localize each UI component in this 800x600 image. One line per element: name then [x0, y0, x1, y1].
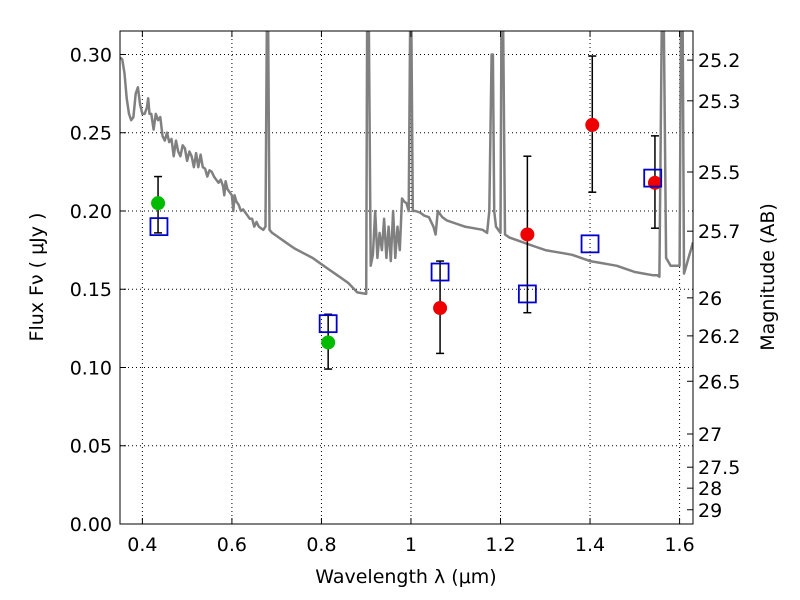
x-axis-label: Wavelength λ (μm) [315, 566, 496, 588]
model-flux-square [643, 168, 663, 188]
plot-area [120, 31, 693, 370]
x-tick-label: 1 [405, 534, 417, 556]
axis-ticks: 0.4 0.6 0.8 1 1.2 1.4 1.6 0.00 0.05 0.10 0.15 0.20 0… [70, 31, 740, 556]
x-tick-label: 0.4 [127, 534, 157, 556]
y2-axis-label: Magnitude (AB) [757, 203, 779, 351]
model-flux-square [580, 234, 600, 254]
model-spectrum-line [120, 31, 693, 296]
x-tick-label: 0.8 [306, 534, 336, 556]
y-tick-label: 0.00 [70, 514, 112, 536]
observed-flux-point [151, 196, 166, 211]
model-flux-square [318, 314, 338, 334]
y2-tick-label: 26.2 [698, 326, 740, 348]
x-tick-label: 1.2 [485, 534, 515, 556]
x-tick-label: 1.4 [575, 534, 605, 556]
x-tick-label: 1.6 [664, 534, 694, 556]
observed-flux-point [321, 335, 336, 350]
y2-tick-label: 26 [698, 288, 722, 310]
plot-frame [119, 30, 694, 525]
y-tick-label: 0.30 [70, 44, 112, 66]
observed-flux-point [520, 227, 535, 242]
y2-tick-label: 26.5 [698, 371, 740, 393]
model-flux-square [149, 217, 169, 237]
y-tick-label: 0.20 [70, 201, 112, 223]
observed-flux-point [585, 117, 600, 132]
model-flux-square [430, 262, 450, 282]
y2-tick-label: 29 [698, 500, 722, 522]
y2-tick-label: 27 [698, 424, 722, 446]
y2-tick-label: 27.5 [698, 457, 740, 479]
y2-tick-label: 25.2 [698, 50, 740, 72]
y-tick-label: 0.10 [70, 357, 112, 379]
y-axis-label: Flux Fν ( μJy ) [26, 213, 48, 342]
y2-tick-label: 25.3 [698, 91, 740, 113]
y-tick-label: 0.05 [70, 436, 112, 458]
y-tick-label: 0.25 [70, 123, 112, 145]
y2-tick-label: 25.5 [698, 162, 740, 184]
x-tick-label: 0.6 [217, 534, 247, 556]
y2-tick-label: 28 [698, 478, 722, 500]
y2-tick-label: 25.7 [698, 221, 740, 243]
y-tick-label: 0.15 [70, 279, 112, 301]
observed-flux-point [433, 301, 448, 316]
observed-flux-point [647, 175, 662, 190]
model-flux-square [517, 284, 537, 304]
